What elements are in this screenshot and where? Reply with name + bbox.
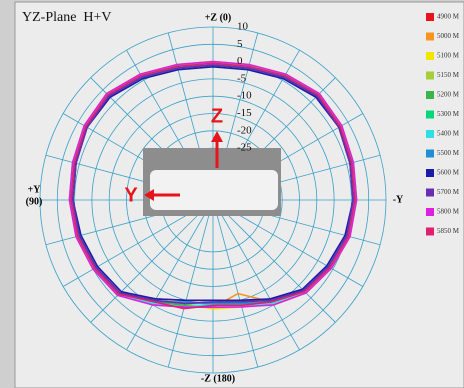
legend-swatch: [426, 32, 434, 41]
chart-title: YZ-Plane H+V: [22, 10, 112, 25]
legend-swatch: [426, 169, 434, 177]
pattern-curve: [68, 60, 358, 309]
legend-label: 4900 M: [437, 13, 460, 21]
curves: [68, 60, 358, 310]
ring: [91, 78, 335, 322]
axis-label: +Z (0): [205, 12, 232, 23]
legend-swatch: [426, 149, 434, 158]
legend-label: 5150 M: [437, 71, 460, 79]
axis-label: (90): [26, 196, 43, 207]
axis-label: +Y: [28, 184, 42, 195]
pattern-curve: [72, 64, 354, 305]
legend-label: 5000 M: [437, 32, 460, 40]
legend-swatch: [426, 52, 434, 60]
legend-swatch: [426, 110, 434, 119]
annotation: Y: [124, 184, 138, 206]
z-arrow-head: [211, 131, 223, 142]
pattern-curve: [70, 62, 356, 310]
legend: 4900 M 5000 M 5100 M 5150 M 5200 M 5300 M 5400…: [426, 13, 460, 236]
r-tick-label: -10: [237, 90, 252, 102]
annotation: Z: [211, 105, 223, 127]
legend-label: 5850 M: [437, 227, 460, 235]
legend-swatch: [426, 13, 434, 21]
legend-swatch: [426, 227, 434, 236]
r-tick-label: -25: [237, 142, 252, 154]
legend-label: 5700 M: [437, 188, 460, 196]
r-tick-label: 5: [237, 38, 243, 50]
axis-label: -Z (180): [201, 373, 235, 384]
legend-swatch: [426, 188, 434, 197]
legend-label: 5100 M: [437, 52, 460, 60]
device-body: [150, 170, 278, 210]
legend-label: 5400 M: [437, 130, 460, 138]
ring: [39, 26, 387, 374]
r-tick-label: 10: [237, 21, 249, 33]
legend-label: 5300 M: [437, 110, 460, 118]
r-tick-label: -15: [237, 107, 252, 119]
legend-swatch: [426, 130, 434, 138]
legend-swatch: [426, 71, 434, 80]
legend-label: 5200 M: [437, 91, 460, 99]
legend-swatch: [426, 91, 434, 99]
legend-label: 5800 M: [437, 208, 460, 216]
r-tick-label: -20: [237, 124, 252, 136]
legend-label: 5600 M: [437, 169, 460, 177]
axis-label: -Y: [393, 194, 404, 205]
y-arrow-head: [144, 189, 154, 201]
ring: [56, 43, 370, 357]
r-tick-label: 0: [237, 55, 243, 67]
legend-swatch: [426, 208, 434, 216]
legend-label: 5500 M: [437, 149, 460, 157]
r-tick-label: -5: [237, 72, 247, 84]
ring: [126, 113, 300, 287]
